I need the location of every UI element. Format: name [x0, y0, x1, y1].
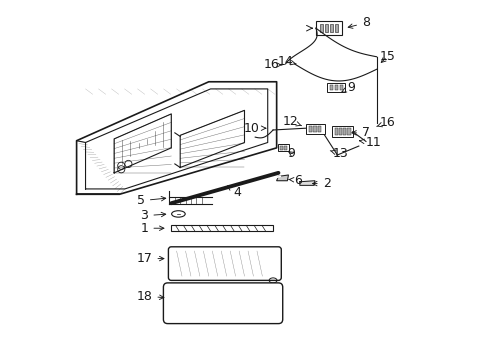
Text: 10: 10 [243, 122, 265, 135]
Bar [329, 23, 332, 32]
Bar [334, 128, 337, 135]
Text: 4: 4 [227, 186, 241, 199]
Text: 11: 11 [359, 136, 380, 149]
Text: 9: 9 [341, 81, 355, 94]
Bar [334, 85, 337, 90]
Bar [319, 23, 323, 32]
Bar [308, 126, 311, 132]
Bar [331, 126, 352, 137]
Bar [284, 146, 286, 150]
Text: 13: 13 [329, 148, 348, 161]
Text: 16: 16 [263, 58, 282, 72]
Polygon shape [299, 181, 314, 185]
Text: 14: 14 [277, 55, 296, 68]
Bar [346, 128, 350, 135]
Bar [326, 83, 344, 92]
Text: 7: 7 [351, 126, 369, 139]
Bar [329, 85, 332, 90]
Bar [339, 85, 343, 90]
Text: 15: 15 [379, 50, 394, 63]
Bar [338, 128, 341, 135]
Bar [317, 126, 321, 132]
Text: 9: 9 [286, 147, 294, 160]
Text: 16: 16 [376, 116, 394, 129]
Text: 6: 6 [288, 174, 302, 186]
FancyBboxPatch shape [163, 283, 282, 324]
FancyBboxPatch shape [168, 247, 281, 280]
Text: 5: 5 [137, 194, 165, 207]
Bar [334, 23, 337, 32]
Bar [313, 126, 316, 132]
Bar [324, 23, 327, 32]
Bar [171, 225, 272, 231]
Text: 1: 1 [140, 222, 163, 235]
Bar [305, 124, 324, 134]
Text: 12: 12 [283, 115, 301, 128]
Text: 18: 18 [136, 289, 163, 303]
Text: 3: 3 [140, 209, 165, 222]
Polygon shape [276, 175, 288, 181]
Text: 17: 17 [136, 252, 163, 265]
Text: 2: 2 [312, 177, 330, 190]
Bar [279, 146, 282, 150]
Text: 8: 8 [347, 16, 369, 29]
Bar [343, 128, 346, 135]
Bar [315, 21, 341, 35]
Bar [277, 144, 288, 152]
